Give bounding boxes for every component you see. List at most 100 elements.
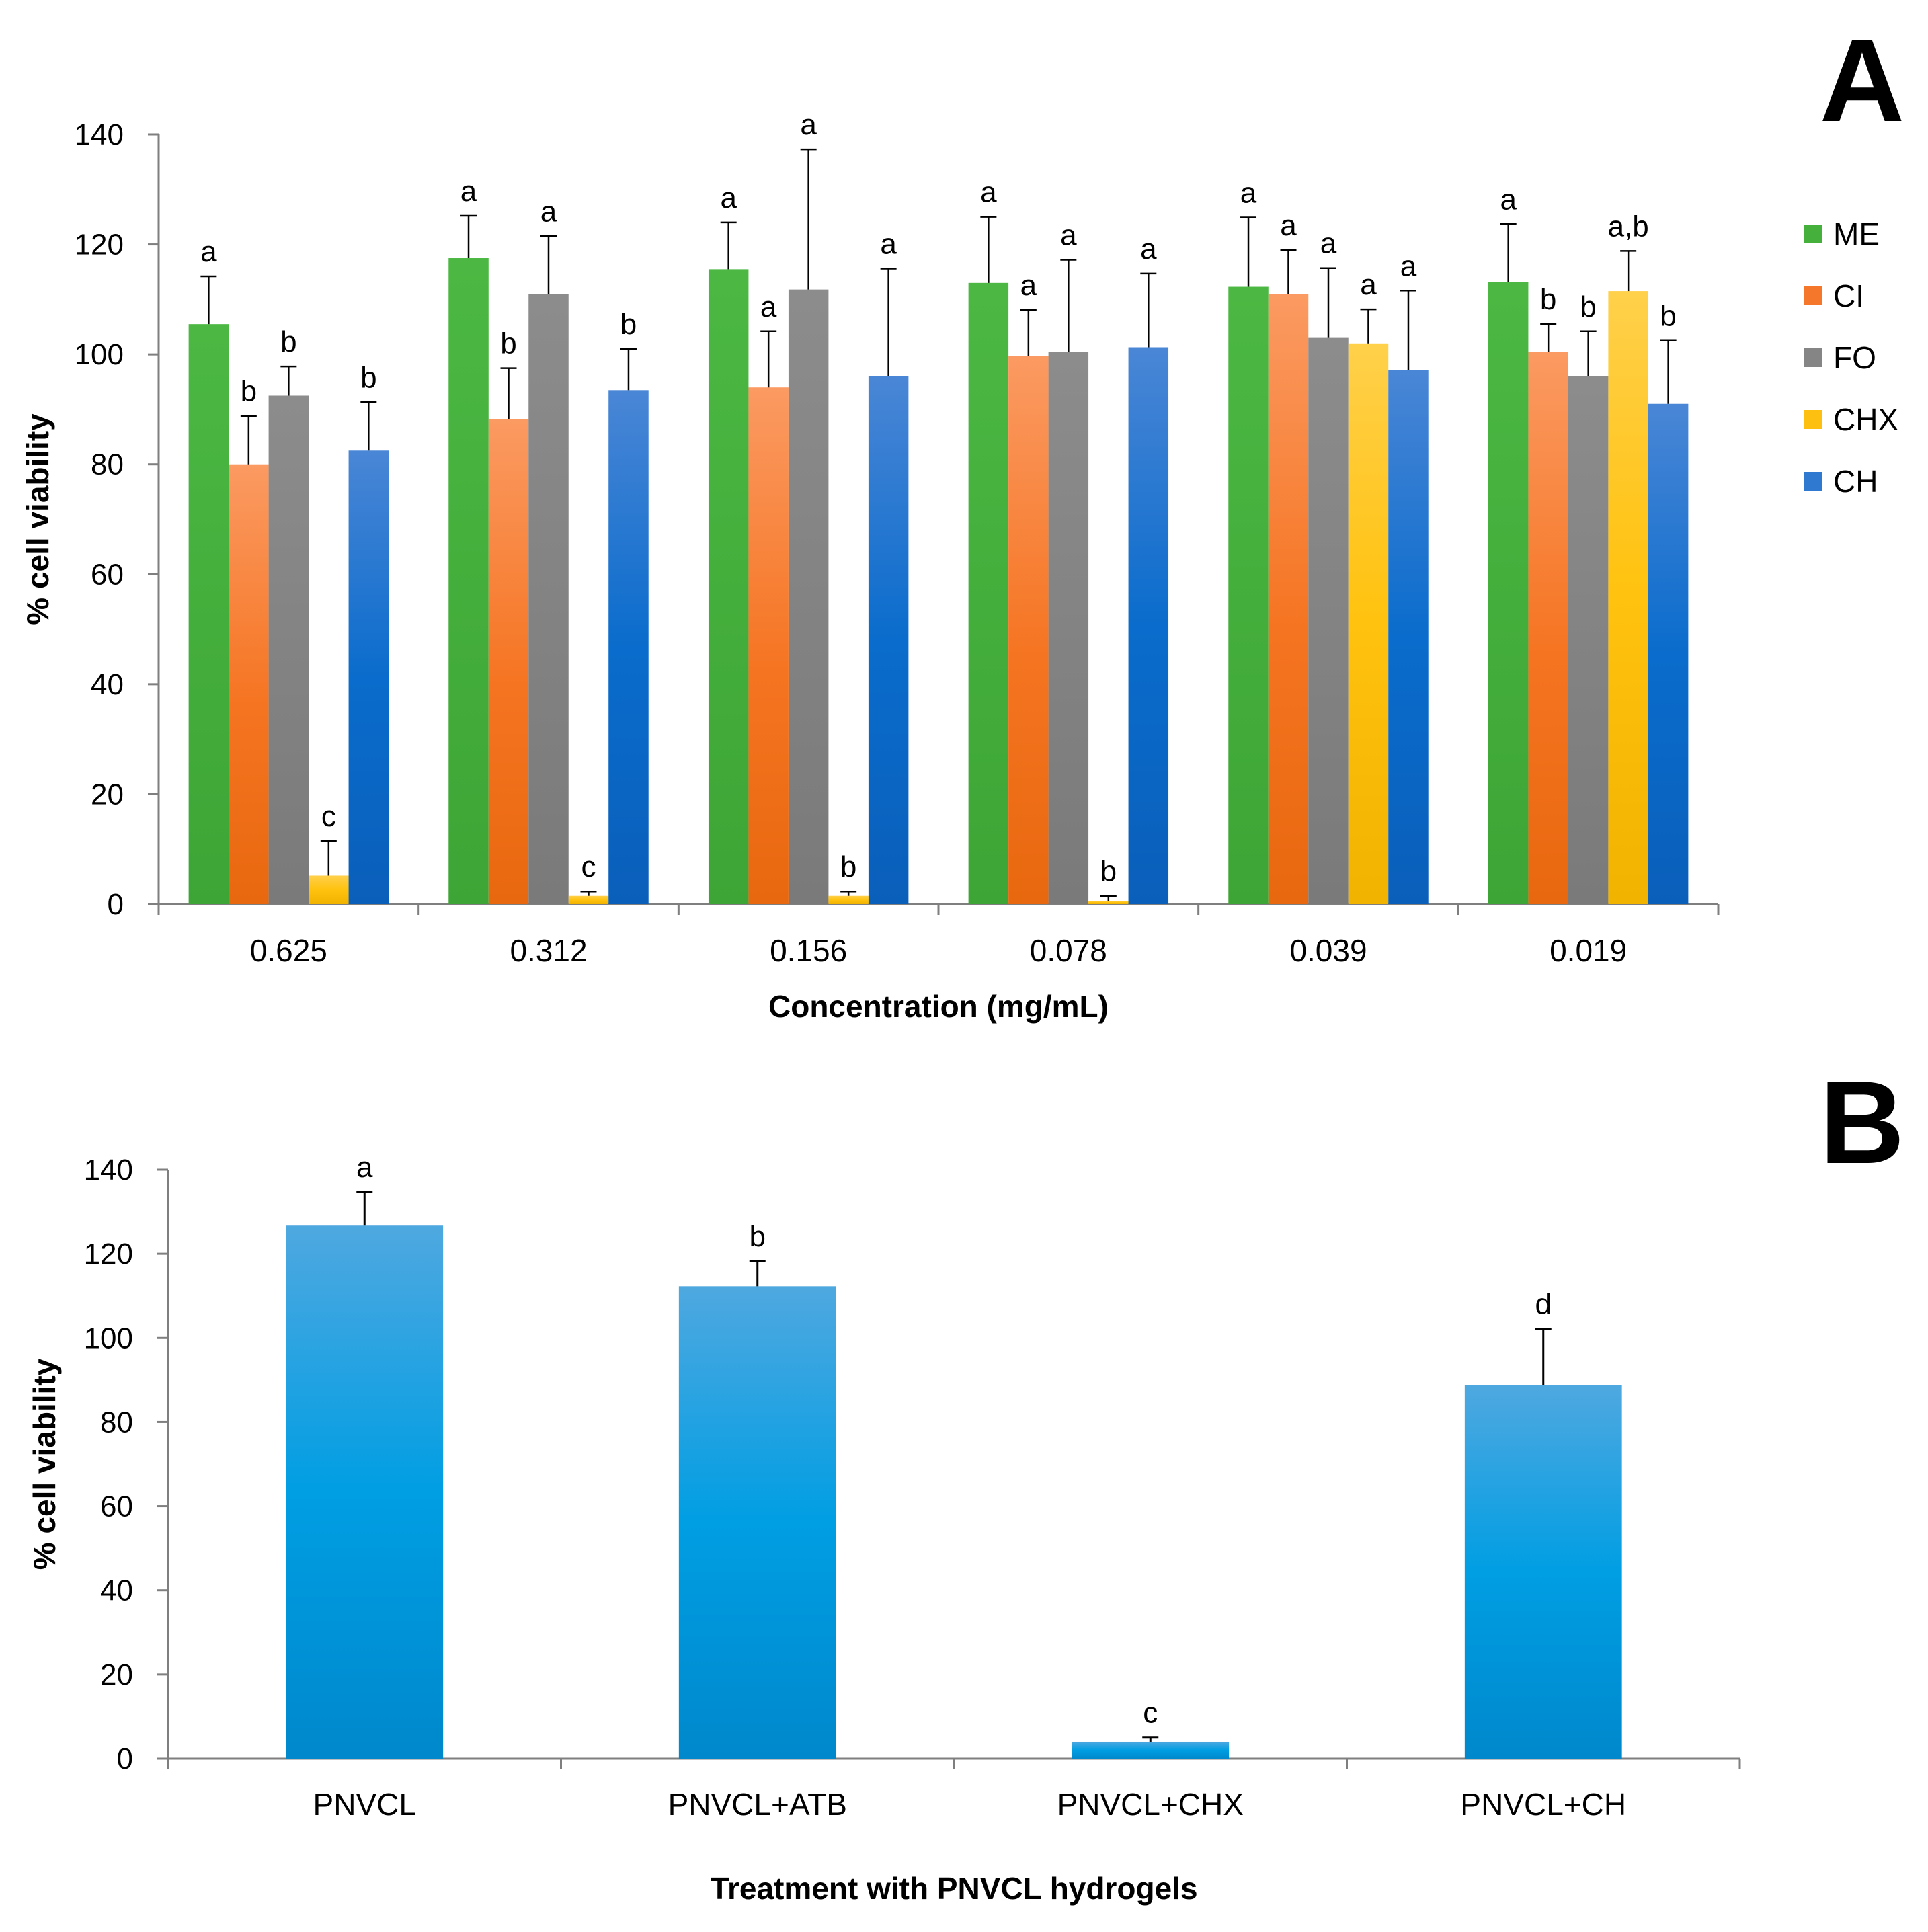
bar-me-0-039 — [1228, 286, 1269, 905]
bar-chx-0-312 — [568, 895, 609, 904]
bar-me-0-078 — [968, 282, 1009, 905]
significance-label: a — [1400, 249, 1417, 282]
x-tick-label-0-039: 0.039 — [1289, 933, 1367, 968]
bar-chx-0-019 — [1608, 291, 1648, 904]
y-tick-label: 40 — [91, 668, 124, 701]
legend-swatch-me — [1804, 225, 1822, 243]
y-axis-title: % cell viability — [27, 1358, 62, 1570]
legend-label-ch: CH — [1833, 464, 1878, 499]
significance-label: d — [1535, 1288, 1552, 1321]
panel-label-b: B — [1820, 1057, 1904, 1189]
x-tick-label-pnvcl: PNVCL — [313, 1787, 416, 1822]
significance-label: b — [1540, 283, 1556, 316]
bar-ch-0-078 — [1128, 347, 1169, 904]
bar-chx-0-039 — [1348, 343, 1389, 904]
bar-ch-0-019 — [1648, 403, 1689, 904]
legend-label-chx: CHX — [1833, 402, 1898, 437]
y-tick-label: 20 — [91, 778, 124, 811]
significance-label: b — [360, 361, 376, 394]
significance-label: b — [241, 375, 257, 408]
y-tick-label: 100 — [84, 1322, 133, 1355]
x-axis-title: Concentration (mg/mL) — [768, 989, 1109, 1024]
significance-label: a — [1360, 268, 1377, 301]
significance-label: b — [1580, 290, 1596, 323]
significance-label: a — [1320, 227, 1337, 260]
panel-label-a: A — [1820, 15, 1904, 147]
y-axis-title: % cell viability — [20, 413, 55, 625]
significance-label: a — [1140, 233, 1157, 266]
significance-label: c — [321, 800, 336, 833]
legend-label-fo: FO — [1833, 340, 1876, 375]
significance-label: c — [581, 850, 596, 883]
significance-label: a — [720, 182, 737, 214]
significance-label: a — [760, 290, 777, 323]
y-tick-label: 0 — [108, 888, 124, 921]
x-tick-label-0-156: 0.156 — [770, 933, 847, 968]
bar-ci-0-039 — [1268, 294, 1309, 904]
bar-fo-0-625 — [268, 395, 309, 904]
significance-label: b — [1100, 855, 1117, 888]
y-tick-label: 40 — [100, 1574, 133, 1607]
bar-me-0-019 — [1488, 282, 1529, 905]
bar-me-0-156 — [708, 269, 749, 904]
bar-ci-0-625 — [229, 464, 269, 904]
bar-ch-0-039 — [1388, 370, 1429, 904]
significance-label: a — [1240, 176, 1257, 209]
significance-label: c — [1143, 1697, 1158, 1730]
bar-chx-0-625 — [309, 875, 349, 904]
y-tick-label: 120 — [84, 1238, 133, 1271]
bar-fo-0-078 — [1048, 352, 1089, 904]
significance-label: b — [620, 308, 637, 341]
significance-label: a — [880, 228, 897, 261]
bar-ci-0-312 — [488, 419, 529, 904]
bar-fo-0-019 — [1568, 376, 1609, 904]
bar-chx-0-078 — [1088, 901, 1129, 904]
y-tick-label: 140 — [84, 1154, 133, 1186]
significance-label: b — [750, 1220, 766, 1253]
y-tick-label: 20 — [100, 1658, 133, 1691]
significance-label: b — [1660, 300, 1676, 333]
x-tick-label-0-078: 0.078 — [1030, 933, 1107, 968]
bar-pnvcl — [286, 1225, 444, 1759]
significance-label: a — [460, 175, 477, 208]
y-tick-label: 60 — [100, 1490, 133, 1523]
legend-swatch-chx — [1804, 410, 1822, 429]
chart-a: 0 20 40 60 80 100 120 140 % cell viability 0.625 0… — [20, 108, 1898, 1024]
significance-label: b — [280, 325, 296, 358]
x-axis-title: Treatment with PNVCL hydrogels — [710, 1871, 1197, 1906]
bar-ci-0-019 — [1528, 352, 1568, 904]
x-tick-label-0-625: 0.625 — [250, 933, 327, 968]
x-tick-label-0-019: 0.019 — [1550, 933, 1627, 968]
significance-label: a — [980, 176, 997, 209]
bar-fo-0-156 — [788, 289, 829, 904]
x-tick-label-0-312: 0.312 — [510, 933, 587, 968]
bar-ci-0-078 — [1008, 356, 1049, 904]
y-tick-label: 80 — [100, 1406, 133, 1439]
chart-b: 0 20 40 60 80 100 120 140 % cell viability PNVCL P… — [27, 1151, 1741, 1906]
bar-pnvcl-ch — [1464, 1385, 1622, 1759]
bar-ci-0-156 — [748, 387, 789, 904]
significance-label: a — [1280, 209, 1297, 242]
y-tick-label: 60 — [91, 558, 124, 591]
significance-label: a — [200, 235, 217, 268]
y-tick-label: 100 — [75, 338, 124, 371]
bar-ch-0-312 — [608, 390, 649, 904]
x-tick-label-pnvcl-atb: PNVCL+ATB — [668, 1787, 847, 1822]
significance-label: b — [500, 327, 516, 360]
y-tick-label: 120 — [75, 229, 124, 261]
significance-label: a — [540, 195, 557, 228]
bar-fo-0-312 — [528, 294, 569, 904]
significance-label: a — [1020, 269, 1037, 302]
legend-swatch-fo — [1804, 348, 1822, 367]
bar-pnvcl-chx — [1072, 1741, 1230, 1759]
significance-label: a,b — [1608, 210, 1649, 243]
bar-me-0-625 — [188, 324, 229, 904]
bar-ch-0-625 — [348, 450, 389, 904]
y-tick-label: 140 — [75, 118, 124, 151]
y-tick-label: 80 — [91, 448, 124, 481]
x-tick-label-pnvcl-ch: PNVCL+CH — [1460, 1787, 1626, 1822]
bar-pnvcl-atb — [678, 1286, 836, 1759]
bar-fo-0-039 — [1308, 337, 1349, 904]
significance-label: a — [1500, 183, 1517, 216]
